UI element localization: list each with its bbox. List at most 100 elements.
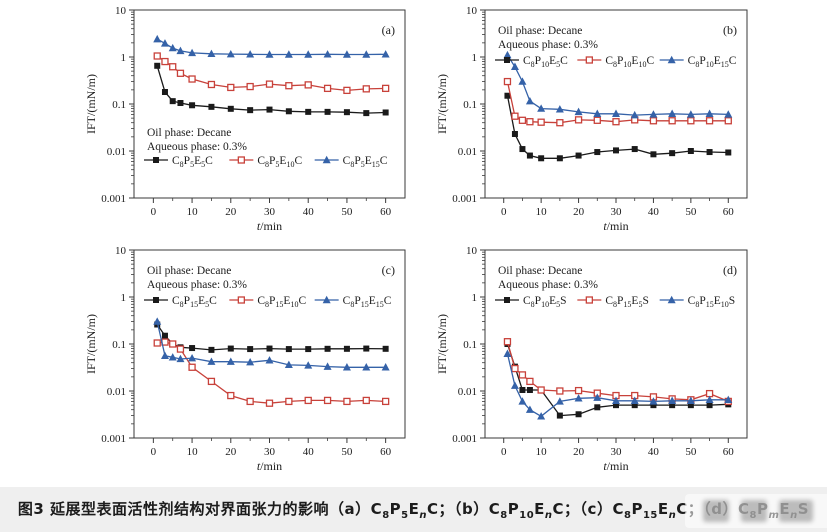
legend: C8P5E5C C8P5E10C C8P5E15C xyxy=(144,155,388,169)
svg-text:0.01: 0.01 xyxy=(458,386,477,398)
y-axis-label: IFT/(mN/m) xyxy=(84,74,98,134)
data-point xyxy=(304,50,313,58)
data-point xyxy=(706,149,713,156)
subplot-d: 0.001 0.01 0.1 1 10 0 10 20 30 40 50 60 t/min IFT/(mN… xyxy=(435,240,760,478)
svg-text:0.01: 0.01 xyxy=(107,146,126,158)
axes: 0.001 0.01 0.1 1 10 0 10 20 30 40 50 60 xyxy=(452,5,748,218)
data-point xyxy=(650,151,657,158)
svg-text:50: 50 xyxy=(341,446,353,458)
data-point xyxy=(667,295,676,304)
subplot-c: 0.001 0.01 0.1 1 10 0 10 20 30 40 50 60 t/min IFT/(mN… xyxy=(84,240,418,478)
data-point xyxy=(168,43,177,52)
data-point xyxy=(207,49,216,57)
svg-text:0: 0 xyxy=(501,446,507,458)
data-point xyxy=(342,50,351,58)
svg-text:Aqueous phase: 0.3%: Aqueous phase: 0.3% xyxy=(498,279,598,291)
data-point xyxy=(537,412,546,420)
data-point xyxy=(504,57,510,63)
data-point xyxy=(343,345,350,352)
data-point xyxy=(176,354,185,363)
data-point xyxy=(510,62,519,70)
svg-text:10: 10 xyxy=(115,245,127,257)
data-point xyxy=(724,117,732,125)
data-point xyxy=(246,357,255,366)
svg-text:0.1: 0.1 xyxy=(463,339,477,351)
data-point xyxy=(668,396,677,404)
data-point xyxy=(324,345,331,352)
data-point xyxy=(177,100,184,107)
data-point xyxy=(265,80,274,88)
data-point xyxy=(237,156,245,164)
data-point xyxy=(161,57,169,66)
data-point xyxy=(503,338,512,346)
svg-text:C8P10E15C: C8P10E15C xyxy=(688,55,737,69)
data-point xyxy=(668,117,676,125)
data-point xyxy=(363,110,370,117)
data-point xyxy=(686,396,695,404)
data-point xyxy=(207,377,216,386)
data-point xyxy=(574,107,583,116)
panel-letter: (d) xyxy=(723,263,737,277)
data-point xyxy=(207,357,216,365)
data-point xyxy=(555,397,564,405)
data-point xyxy=(153,339,161,347)
svg-text:C8P10E5S: C8P10E5S xyxy=(523,295,567,309)
data-point xyxy=(724,110,733,118)
data-point xyxy=(153,52,161,60)
svg-text:Oil phase: Decane: Oil phase: Decane xyxy=(147,265,231,277)
svg-text:40: 40 xyxy=(648,206,660,218)
data-point xyxy=(706,402,713,409)
annotation: Oil phase: Decane Aqueous phase: 0.3% xyxy=(147,127,247,153)
svg-text:0: 0 xyxy=(151,446,157,458)
data-point xyxy=(246,82,254,91)
svg-text:20: 20 xyxy=(225,446,237,458)
svg-text:0.001: 0.001 xyxy=(101,433,126,445)
data-point xyxy=(631,146,638,153)
data-point xyxy=(518,371,527,379)
data-point xyxy=(725,149,732,156)
data-point xyxy=(575,152,582,159)
data-point xyxy=(188,48,197,57)
data-point xyxy=(650,402,657,409)
data-point xyxy=(519,387,526,394)
data-point xyxy=(667,55,676,64)
data-point xyxy=(176,46,185,55)
x-axis-label: t/min xyxy=(603,219,628,233)
chart-svg: 0.001 0.01 0.1 1 10 0 10 20 30 40 50 60 t/min IFT/(mN… xyxy=(435,5,748,233)
svg-text:10: 10 xyxy=(466,245,478,257)
data-point xyxy=(687,402,694,409)
data-point xyxy=(649,110,658,118)
series-a-triangle-filled xyxy=(153,34,390,58)
svg-text:Aqueous phase: 0.3%: Aqueous phase: 0.3% xyxy=(147,141,247,153)
data-point xyxy=(284,360,293,369)
svg-text:50: 50 xyxy=(341,206,353,218)
data-point xyxy=(503,77,512,86)
data-point xyxy=(556,119,564,127)
data-point xyxy=(504,297,510,303)
data-point xyxy=(538,155,545,162)
data-point xyxy=(537,118,545,126)
data-point xyxy=(649,117,658,125)
data-point xyxy=(518,397,527,405)
data-point xyxy=(265,356,274,364)
data-point xyxy=(518,77,527,85)
data-point xyxy=(343,109,350,116)
data-point xyxy=(669,402,676,409)
svg-text:10: 10 xyxy=(115,5,127,17)
data-point xyxy=(304,361,313,369)
data-point xyxy=(176,345,185,353)
data-point xyxy=(246,397,254,406)
series-b-square-open xyxy=(503,77,732,127)
data-point xyxy=(555,105,564,113)
data-point xyxy=(526,377,534,386)
data-point xyxy=(189,345,196,352)
data-point xyxy=(503,50,512,59)
legend: C8P15E5C C8P15E10C C8P15E15C xyxy=(144,295,392,309)
data-point xyxy=(362,396,370,405)
data-point xyxy=(265,50,274,58)
legend: C8P10E5S C8P15E5S C8P15E10S xyxy=(495,295,735,309)
data-point xyxy=(343,86,351,95)
y-axis-label: IFT/(mN/m) xyxy=(435,74,449,134)
svg-text:60: 60 xyxy=(380,206,392,218)
